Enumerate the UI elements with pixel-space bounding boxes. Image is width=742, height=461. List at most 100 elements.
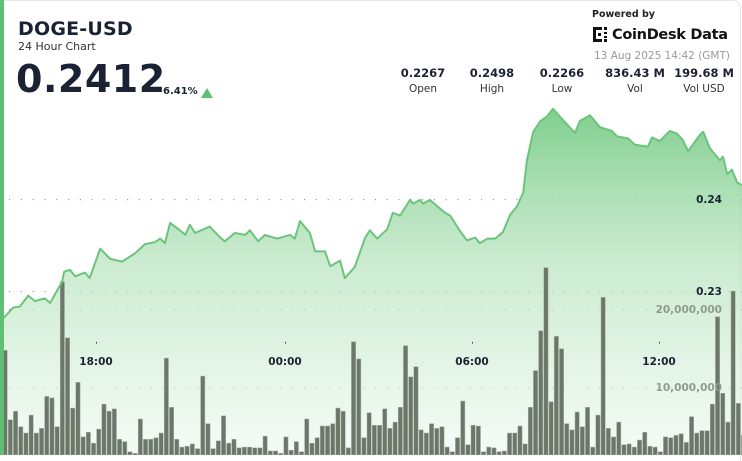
price-point	[634, 144, 636, 146]
price-point	[539, 121, 541, 123]
price-point	[219, 237, 221, 239]
volume-bar	[709, 403, 715, 455]
price-point	[429, 199, 431, 201]
volume-bar	[527, 407, 533, 455]
price-point	[339, 260, 341, 262]
volume-bar	[189, 443, 195, 455]
volume-bar	[85, 431, 91, 455]
price-point	[12, 307, 14, 309]
volume-tick-label: 10,000,000	[656, 382, 722, 394]
volume-bar	[262, 435, 268, 455]
volume-bar	[273, 450, 278, 455]
volume-bar	[564, 423, 570, 455]
volume-bar	[423, 432, 429, 455]
volume-bar	[522, 443, 528, 455]
price-point	[314, 250, 316, 252]
price-point	[69, 269, 71, 271]
volume-bar	[512, 432, 518, 455]
x-tick-mark	[659, 342, 660, 344]
volume-bar	[418, 429, 424, 455]
price-point	[84, 272, 86, 274]
volume-bar	[309, 442, 315, 455]
volume-bar	[439, 426, 445, 455]
powered-by-label: Powered by	[592, 9, 655, 20]
price-point	[719, 159, 721, 161]
price-point	[722, 156, 724, 158]
price-point	[309, 232, 311, 234]
volume-bar	[387, 428, 393, 455]
stat-value: 836.43 M	[605, 66, 665, 80]
volume-bar	[361, 437, 367, 455]
volume-bar	[7, 419, 13, 455]
price-point	[552, 108, 554, 110]
volume-bar	[543, 267, 549, 455]
volume-bar	[335, 407, 341, 455]
volume-bar	[600, 297, 606, 455]
price-point	[702, 131, 704, 133]
volume-bar	[413, 366, 419, 455]
price-point	[412, 203, 414, 205]
volume-bar	[267, 450, 273, 455]
price-point	[509, 214, 511, 216]
volume-bar	[106, 410, 112, 455]
volume-bar	[75, 382, 81, 455]
stat-label: Low	[551, 83, 573, 95]
volume-bar	[579, 426, 585, 455]
volume-bar	[595, 414, 601, 455]
volume-bar	[257, 447, 263, 455]
price-point	[194, 232, 196, 234]
price-point	[502, 231, 504, 233]
price-point	[209, 226, 211, 228]
price-point	[324, 250, 326, 252]
volume-bar	[553, 336, 559, 455]
volume-bar	[585, 407, 590, 455]
volume-bar	[377, 424, 382, 455]
price-point	[189, 224, 191, 226]
volume-bar	[44, 396, 50, 455]
stat-value: 199.68 M	[674, 66, 734, 80]
price-point	[61, 281, 63, 283]
volume-bar	[247, 446, 252, 455]
stat-label: High	[479, 83, 505, 95]
price-point	[154, 241, 156, 243]
volume-bar	[465, 444, 471, 455]
price-point	[449, 215, 451, 217]
price-point	[49, 302, 51, 304]
coindesk-logo[interactable]: CoinDesk Data	[592, 26, 728, 43]
volume-bar	[720, 392, 726, 455]
y-axis: 20,000,000 10,000,000 0.24 0.23	[656, 194, 722, 394]
price-point	[562, 119, 564, 121]
volume-bar	[668, 437, 674, 455]
volume-bar	[221, 415, 226, 455]
volume-bar	[148, 439, 154, 455]
price-point	[276, 238, 278, 240]
volume-bar	[158, 432, 164, 455]
volume-bar	[647, 446, 653, 455]
volume-bar	[382, 408, 388, 455]
volume-bar	[444, 446, 450, 455]
price-point	[27, 295, 29, 297]
price-point	[144, 243, 146, 245]
price-point	[459, 230, 461, 232]
price-point	[74, 275, 76, 277]
stat-value: 0.2498	[469, 66, 515, 80]
chart-subtitle: 24 Hour Chart	[18, 40, 96, 53]
volume-bar	[694, 432, 700, 455]
price-point	[479, 242, 481, 244]
stat-value: 0.2267	[400, 66, 446, 80]
stat-label: Open	[408, 83, 438, 95]
volume-tick-label: 20,000,000	[656, 304, 722, 316]
volume-bar	[429, 423, 434, 455]
price-point	[687, 150, 689, 152]
x-tick-label: 18:00	[79, 356, 112, 368]
accent-bar	[0, 0, 4, 455]
price-area-fill	[4, 108, 742, 455]
price-point	[164, 242, 166, 244]
volume-bar	[590, 446, 596, 455]
price-point	[532, 131, 534, 133]
x-axis: 18:00 00:00 06:00 12:00	[79, 342, 676, 368]
volume-bar	[59, 281, 65, 455]
volume-bar	[304, 418, 310, 455]
volume-bar	[475, 425, 481, 455]
price-point	[444, 212, 446, 214]
